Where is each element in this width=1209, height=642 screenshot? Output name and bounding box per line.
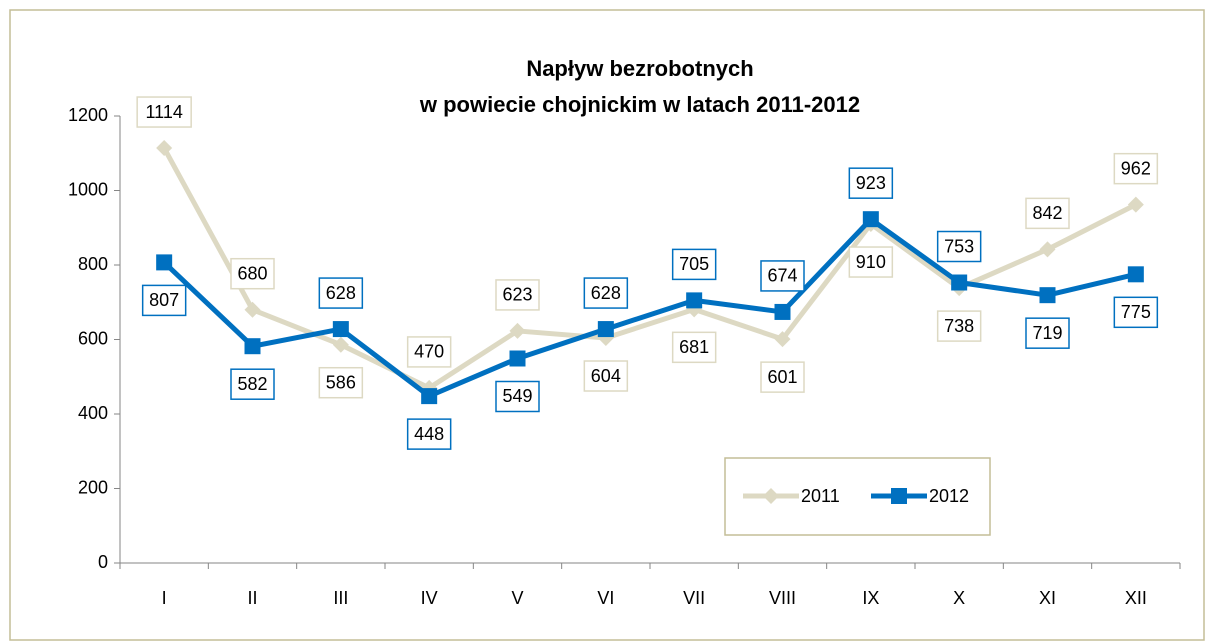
data-label-box [318,366,364,399]
y-tick-label: 800 [78,254,108,274]
marker [891,488,907,504]
marker [951,274,968,291]
data-label-box [936,230,982,263]
data-label-box [1025,197,1070,230]
x-tick-label: IV [421,588,438,608]
x-tick-label: XII [1125,588,1147,608]
x-tick-label: VII [683,588,705,608]
y-tick-label: 200 [78,477,108,497]
data-label: 628 [326,283,356,303]
data-label-box [318,277,364,309]
data-label-box [848,167,894,199]
x-tick-label: III [333,588,348,608]
marker [156,254,173,271]
marker [332,336,349,353]
line [161,146,1137,391]
marker [244,338,261,355]
data-label-box [495,279,540,311]
data-label: 738 [944,316,974,336]
marker [774,303,791,320]
y-tick-label: 600 [78,328,108,348]
data-label-box [136,96,192,128]
data-label: 842 [1032,203,1062,223]
data-label: 753 [944,236,974,256]
data-label: 601 [767,367,797,387]
marker [509,322,526,339]
marker [332,321,349,338]
chart-title: Napływ bezrobotnych [526,56,753,81]
data-label-box [583,360,629,392]
data-label: 923 [856,173,886,193]
data-label-box [406,336,452,368]
legend-label: 2011 [801,486,840,506]
data-label: 582 [237,374,267,394]
x-tick-label: IX [862,588,879,608]
data-label: 962 [1121,158,1151,178]
marker [597,321,614,338]
data-label: 623 [502,285,532,305]
y-tick-label: 0 [98,552,108,572]
x-tick-label: V [511,588,523,608]
data-label-box [848,246,894,278]
data-label: 719 [1032,323,1062,343]
line [162,216,1137,399]
x-tick-label: VI [597,588,614,608]
x-tick-label: XI [1039,588,1056,608]
data-label: 1114 [145,102,182,122]
x-tick-label: I [162,588,167,608]
data-label: 674 [767,266,797,286]
data-label: 681 [679,337,709,357]
data-label: 807 [149,290,179,310]
marker [1039,241,1056,258]
marker [774,331,791,348]
data-label: 705 [679,254,709,274]
data-label-box [760,361,805,393]
x-tick-label: X [953,588,965,608]
chart-title: w powiecie chojnickim w latach 2011-2012 [419,92,860,117]
data-label-box [671,331,717,364]
y-tick-label: 400 [78,403,108,423]
y-tick-label: 1200 [68,105,108,125]
data-label: 910 [856,252,886,272]
data-label-box [583,277,629,309]
x-tick-label: II [247,588,257,608]
marker [1127,266,1144,283]
data-label-box [936,310,982,342]
data-label: 549 [502,386,532,406]
data-label-box [671,248,717,281]
data-label-box [1113,152,1159,185]
data-label: 470 [414,342,444,362]
data-label: 604 [591,366,621,386]
data-label: 628 [591,283,621,303]
data-label-box [760,260,805,292]
marker [509,350,526,367]
data-label-box [230,257,275,290]
data-label-box [1113,296,1159,329]
data-label: 586 [326,372,356,392]
data-label-box [141,284,187,317]
marker [686,292,703,309]
marker [1127,196,1144,213]
legend-label: 2012 [929,486,969,506]
data-label-box [1025,317,1070,349]
data-label: 775 [1121,302,1151,322]
marker [156,140,173,157]
marker [763,488,779,504]
data-label-box [230,368,275,400]
x-tick-label: VIII [769,588,796,608]
y-tick-label: 1000 [68,179,108,199]
data-label: 680 [237,263,267,283]
marker [244,301,261,318]
data-label-box [406,418,452,450]
marker [862,211,879,228]
data-label-box [495,380,540,413]
data-label: 448 [414,424,444,444]
marker [1039,287,1056,304]
marker [421,388,438,405]
